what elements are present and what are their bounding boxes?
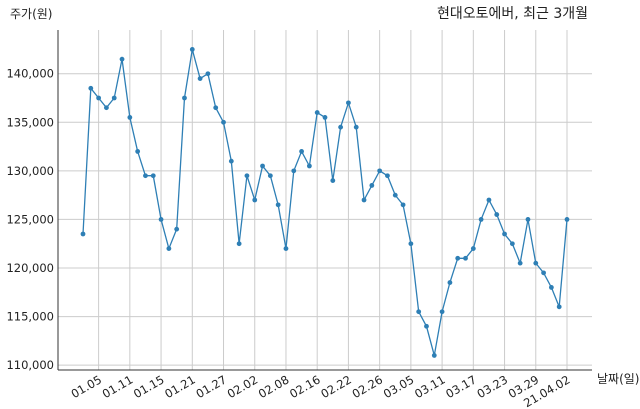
- data-point: [260, 163, 265, 169]
- data-point: [283, 246, 289, 251]
- data-point: [236, 241, 242, 247]
- data-point: [166, 246, 172, 251]
- data-point: [548, 285, 554, 290]
- data-point: [533, 260, 539, 266]
- data-point: [424, 323, 429, 329]
- data-point: [221, 119, 226, 125]
- x-tick-label: 03.23: [475, 372, 511, 401]
- y-tick-label: 120,000: [6, 261, 54, 275]
- data-point: [127, 115, 133, 120]
- data-point: [119, 56, 125, 62]
- data-point: [361, 197, 367, 203]
- x-tick-label: 01.05: [69, 372, 105, 401]
- data-point: [182, 95, 187, 101]
- y-tick-label: 135,000: [6, 115, 54, 129]
- y-tick-label: 115,000: [6, 310, 54, 324]
- data-point: [275, 202, 281, 208]
- data-point: [111, 95, 117, 101]
- price-series: [80, 47, 570, 358]
- data-point: [189, 47, 195, 52]
- data-point: [400, 202, 406, 208]
- data-point: [322, 115, 328, 120]
- axes: [57, 30, 592, 371]
- data-point: [509, 241, 515, 247]
- x-tick-label: 03.05: [381, 372, 417, 401]
- series-line: [82, 49, 568, 356]
- x-axis-label: 날짜(일): [597, 372, 639, 386]
- data-point: [408, 241, 414, 247]
- data-point: [353, 124, 359, 130]
- y-tick-label: 130,000: [6, 164, 54, 178]
- x-tick-label: 01.11: [100, 372, 136, 401]
- x-tick-label: 02.02: [225, 372, 261, 401]
- y-axis-label: 주가(원): [10, 7, 52, 21]
- data-point: [455, 255, 461, 261]
- data-point: [104, 105, 109, 111]
- data-point: [439, 309, 445, 315]
- y-tick-labels: 110,000 115,000 120,000 125,000 130,000 135,0…: [6, 67, 54, 372]
- data-point: [447, 280, 453, 285]
- data-point: [486, 197, 492, 203]
- x-tick-label: 03.11: [412, 372, 448, 401]
- y-tick-label: 125,000: [6, 212, 54, 226]
- data-point: [525, 217, 531, 222]
- data-point: [150, 173, 156, 179]
- data-point: [541, 270, 546, 276]
- data-point: [478, 217, 484, 222]
- x-tick-label: 03.17: [443, 372, 479, 401]
- data-point: [377, 168, 383, 174]
- grid-lines: [58, 30, 592, 370]
- data-point: [346, 100, 351, 106]
- data-point: [291, 168, 297, 174]
- data-point: [385, 173, 390, 179]
- data-point: [80, 231, 86, 237]
- x-tick-label: 01.15: [131, 372, 167, 401]
- data-point: [228, 158, 234, 164]
- data-point: [197, 76, 203, 81]
- data-point: [369, 183, 375, 188]
- y-tick-label: 140,000: [6, 67, 54, 81]
- data-point: [135, 149, 141, 154]
- y-tick-label: 110,000: [6, 358, 54, 372]
- data-point: [252, 197, 258, 203]
- data-point: [174, 226, 180, 232]
- data-point: [431, 353, 437, 358]
- x-tick-label: 02.26: [350, 372, 386, 401]
- data-point: [205, 71, 211, 77]
- data-point: [143, 173, 148, 179]
- data-point: [213, 105, 219, 111]
- data-point: [267, 173, 273, 179]
- data-point: [502, 231, 507, 237]
- data-point: [463, 255, 468, 261]
- data-point: [314, 110, 320, 115]
- data-point: [470, 246, 476, 251]
- data-point: [330, 178, 336, 183]
- data-point: [299, 149, 304, 154]
- data-point: [416, 309, 422, 315]
- data-point: [517, 260, 523, 266]
- data-point: [158, 217, 164, 222]
- data-point: [96, 95, 102, 101]
- data-point: [244, 173, 250, 179]
- data-point: [338, 124, 344, 130]
- data-point: [306, 163, 312, 169]
- data-point: [556, 304, 562, 310]
- data-point: [564, 217, 570, 222]
- x-tick-label: 01.21: [162, 372, 198, 401]
- x-tick-label: 02.22: [318, 372, 354, 401]
- chart-title: 현대오토에버, 최근 3개월: [437, 6, 588, 22]
- data-point: [88, 85, 94, 91]
- data-point: [494, 212, 500, 217]
- x-tick-label: 01.27: [193, 372, 229, 401]
- data-point: [392, 192, 398, 198]
- x-tick-label: 02.16: [287, 372, 323, 401]
- x-tick-labels: 01.0501.1101.1501.2101.2702.0202.0802.16…: [69, 372, 573, 409]
- x-tick-label: 02.08: [256, 372, 292, 401]
